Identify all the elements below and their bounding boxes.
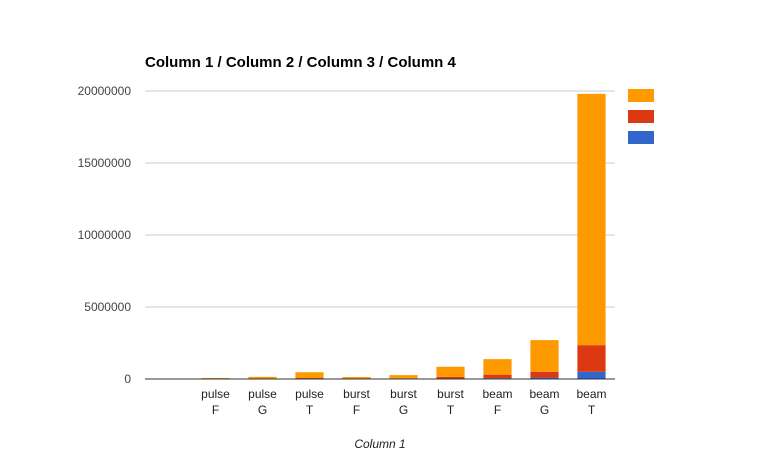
x-axis-label: Column 1: [354, 437, 405, 451]
chart-title: Column 1 / Column 2 / Column 3 / Column …: [145, 54, 457, 71]
y-tick-label: 15000000: [78, 156, 132, 170]
x-tick-label: T: [447, 403, 455, 417]
legend-swatch[interactable]: [628, 89, 654, 102]
bar-segment[interactable]: [342, 376, 371, 379]
bar-segment[interactable]: [201, 377, 230, 379]
x-tick-label: pulse: [201, 387, 230, 401]
bars: [201, 93, 606, 380]
x-tick-label: burst: [343, 387, 370, 401]
x-tick-label: burst: [390, 387, 417, 401]
x-tick-label: beam: [576, 387, 606, 401]
x-tick-label: beam: [529, 387, 559, 401]
bar-segment[interactable]: [248, 376, 277, 379]
x-tick-label: G: [258, 403, 267, 417]
x-tick-label: G: [540, 403, 549, 417]
bar-segment[interactable]: [295, 378, 324, 379]
bar-segment[interactable]: [530, 377, 559, 379]
x-tick-label: F: [494, 403, 501, 417]
bar-segment[interactable]: [389, 375, 418, 379]
legend[interactable]: [628, 89, 654, 144]
x-tick-label: T: [306, 403, 314, 417]
bar-segment[interactable]: [483, 374, 512, 379]
x-tick-label: pulse: [295, 387, 324, 401]
bar-segment[interactable]: [483, 359, 512, 375]
bar-segment[interactable]: [436, 376, 465, 379]
gridlines: [145, 90, 615, 308]
x-tick-label: burst: [437, 387, 464, 401]
bar-segment[interactable]: [577, 345, 606, 372]
y-tick-label: 0: [124, 372, 131, 386]
y-tick-label: 20000000: [78, 84, 132, 98]
x-tick-label: F: [212, 403, 219, 417]
bar-segment[interactable]: [295, 372, 324, 379]
legend-swatch[interactable]: [628, 131, 654, 144]
y-tick-label: 10000000: [78, 228, 132, 242]
x-tick-label: T: [588, 403, 596, 417]
x-tick-label: pulse: [248, 387, 277, 401]
legend-swatch[interactable]: [628, 110, 654, 123]
x-tick-label: beam: [482, 387, 512, 401]
x-tick-label: F: [353, 403, 360, 417]
bar-segment[interactable]: [436, 366, 465, 377]
bar-segment[interactable]: [530, 340, 559, 372]
x-tick-label: G: [399, 403, 408, 417]
bar-segment[interactable]: [577, 93, 606, 346]
bar-segment[interactable]: [530, 371, 559, 378]
y-axis-ticks: 0 5000000 10000000 15000000 20000000: [78, 84, 132, 386]
bar-segment[interactable]: [577, 371, 606, 379]
y-tick-label: 5000000: [84, 300, 131, 314]
